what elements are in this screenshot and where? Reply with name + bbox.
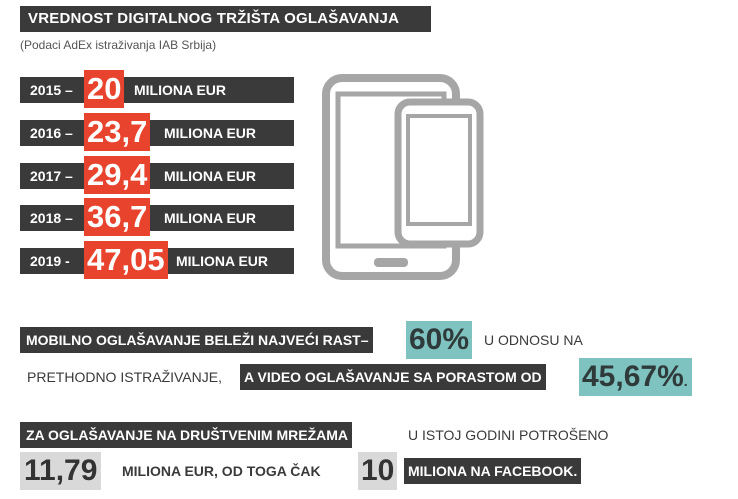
year-unit: MILIONA EUR [164, 205, 257, 231]
social-rest: U ISTOJ GODINI POTROŠENO [408, 427, 609, 443]
video-pct-value: 45,67% [582, 360, 684, 393]
year-label: 2015 – [30, 82, 73, 98]
mobile-pct: 60% [406, 321, 473, 359]
year-unit: MILIONA EUR [164, 120, 257, 146]
year-label: 2016 – [30, 125, 73, 141]
year-unit: MILIONA EUR [164, 163, 257, 189]
devices-icon [322, 74, 484, 280]
page-title: VREDNOST DIGITALNOG TRŽIŠTA OGLAŠAVANJA [20, 6, 431, 32]
mobile-rest1: U ODNOSU NA [484, 332, 583, 348]
year-value: 36,7 [84, 198, 151, 236]
social-lead: ZA OGLAŠAVANJE NA DRUŠTVENIM MREŽAMA [20, 422, 352, 448]
page-subtitle: (Podaci AdEx istraživanja IAB Srbija) [20, 38, 217, 52]
year-value: 23,7 [84, 113, 151, 151]
year-value: 47,05 [84, 241, 168, 279]
mobile-lead: MOBILNO OGLAŠAVANJE BELEŽI NAJVEĆI RAST– [20, 327, 373, 353]
year-unit: MILIONA EUR [134, 77, 227, 103]
year-label: 2019 - [30, 253, 70, 269]
social-mid: MILIONA EUR, OD TOGA ČAK [122, 463, 321, 479]
year-label: 2018 – [30, 210, 73, 226]
social-amount: 11,79 [20, 452, 102, 490]
year-label: 2017 – [30, 168, 73, 184]
mobile-rest2: PRETHODNO ISTRAŽIVANJE, [27, 369, 222, 385]
video-pct-end: . [683, 373, 688, 389]
year-value: 20 [84, 70, 125, 108]
fb-text: MILIONA NA FACEBOOK. [404, 458, 582, 484]
fb-amount: 10 [358, 452, 398, 490]
video-lead: A VIDEO OGLAŠAVANJE SA PORASTOM OD [240, 364, 546, 390]
year-value: 29,4 [84, 156, 151, 194]
video-pct: 45,67%. [579, 358, 692, 396]
year-unit: MILIONA EUR [176, 248, 269, 274]
